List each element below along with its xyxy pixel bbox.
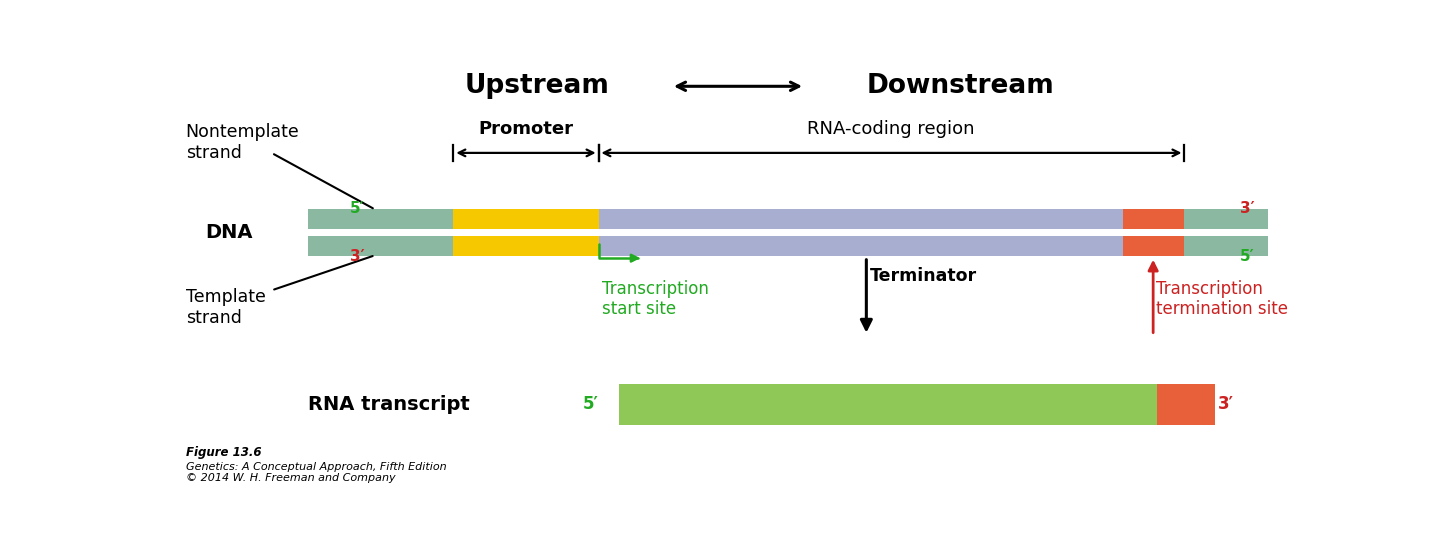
- Text: Promoter: Promoter: [478, 120, 573, 138]
- Bar: [1123, 209, 1185, 256]
- Bar: [1185, 209, 1269, 256]
- Text: Template
strand: Template strand: [186, 288, 265, 327]
- Text: Transcription
termination site: Transcription termination site: [1156, 280, 1289, 319]
- Text: Upstream: Upstream: [465, 73, 609, 99]
- Bar: [619, 383, 1156, 425]
- Text: Transcription
start site: Transcription start site: [602, 280, 708, 319]
- Text: DNA: DNA: [204, 223, 252, 242]
- Text: Genetics: A Conceptual Approach, Fifth Edition: Genetics: A Conceptual Approach, Fifth E…: [186, 461, 446, 472]
- Bar: [308, 229, 1269, 236]
- Text: Figure 13.6: Figure 13.6: [186, 446, 261, 459]
- Bar: [599, 209, 1123, 256]
- Text: Downstream: Downstream: [867, 73, 1054, 99]
- Text: Nontemplate
strand: Nontemplate strand: [186, 123, 300, 162]
- Text: © 2014 W. H. Freeman and Company: © 2014 W. H. Freeman and Company: [186, 473, 395, 483]
- Text: Terminator: Terminator: [870, 267, 976, 285]
- Text: 3′: 3′: [350, 249, 364, 264]
- Text: 5′: 5′: [350, 201, 364, 217]
- Text: 5′: 5′: [1240, 249, 1254, 264]
- Text: RNA-coding region: RNA-coding region: [808, 120, 975, 138]
- Text: 3′: 3′: [1240, 201, 1254, 217]
- Bar: [1156, 383, 1214, 425]
- Text: 3′: 3′: [1218, 395, 1234, 413]
- Bar: [308, 209, 454, 256]
- Bar: [454, 209, 599, 256]
- Text: 5′: 5′: [583, 395, 599, 413]
- Text: RNA transcript: RNA transcript: [308, 395, 469, 413]
